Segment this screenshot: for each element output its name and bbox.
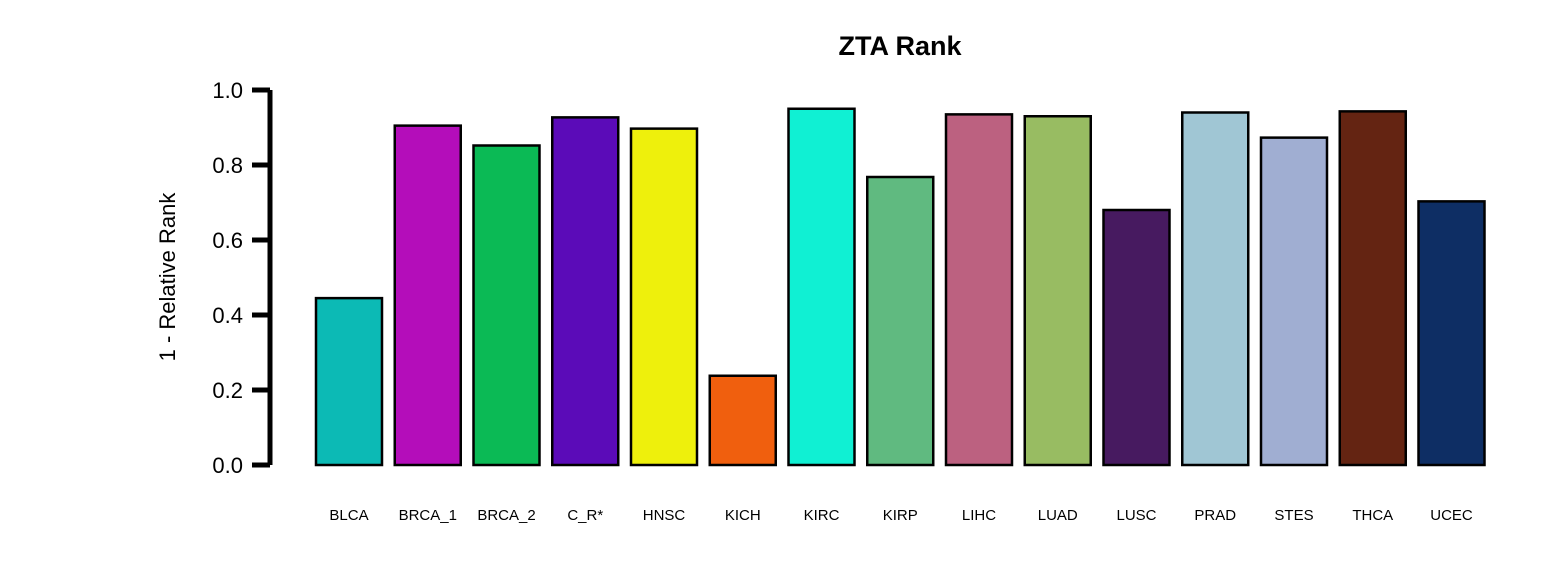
y-tick-label: 0.6 (212, 228, 243, 253)
bar-lusc (1102, 208, 1171, 467)
x-tick-label: C_R* (567, 507, 603, 524)
x-tick-label: BRCA_1 (399, 507, 457, 524)
bar-c-r (551, 116, 620, 467)
y-tick-label: 0.2 (212, 378, 243, 403)
bars (314, 107, 1486, 467)
x-axis-labels: BLCA BRCA_1 BRCA_2 C_R* HNSC KICH KIRC KIRP LIHC… (329, 507, 1473, 524)
y-tick-label: 1.0 (212, 78, 243, 103)
bar-stes (1259, 136, 1329, 467)
bar-prad (1181, 111, 1250, 467)
x-tick-label: UCEC (1430, 507, 1473, 524)
bar-blca (314, 296, 384, 467)
bar-luad (1023, 115, 1092, 467)
y-axis: 0.0 0.2 0.4 0.6 0.8 1.0 (212, 78, 273, 478)
y-tick-label: 0.8 (212, 153, 243, 178)
x-tick-label: HNSC (643, 507, 686, 524)
x-tick-label: BRCA_2 (477, 507, 535, 524)
chart-title: ZTA Rank (838, 31, 962, 61)
bar-brca-2 (472, 144, 541, 467)
x-tick-label: LUSC (1116, 507, 1156, 524)
bar-kirp (866, 175, 935, 467)
bar-kirc (787, 107, 856, 467)
bar-hnsc (629, 127, 699, 467)
x-tick-label: KICH (725, 507, 761, 524)
x-tick-label: KIRC (804, 507, 840, 524)
bar-brca-1 (393, 124, 462, 467)
x-tick-label: BLCA (329, 507, 368, 524)
y-tick-label: 0.4 (212, 303, 243, 328)
bar-thca (1338, 110, 1407, 467)
bar-kich (708, 374, 777, 467)
y-axis-label: 1 - Relative Rank (155, 192, 180, 362)
y-tick-label: 0.0 (212, 453, 243, 478)
bar-lihc (944, 113, 1014, 467)
x-tick-label: THCA (1352, 507, 1393, 524)
x-tick-label: KIRP (883, 507, 918, 524)
bar-ucec (1417, 200, 1486, 467)
x-tick-label: PRAD (1194, 507, 1236, 524)
x-tick-label: LIHC (962, 507, 996, 524)
x-tick-label: LUAD (1038, 507, 1078, 524)
x-tick-label: STES (1274, 507, 1313, 524)
